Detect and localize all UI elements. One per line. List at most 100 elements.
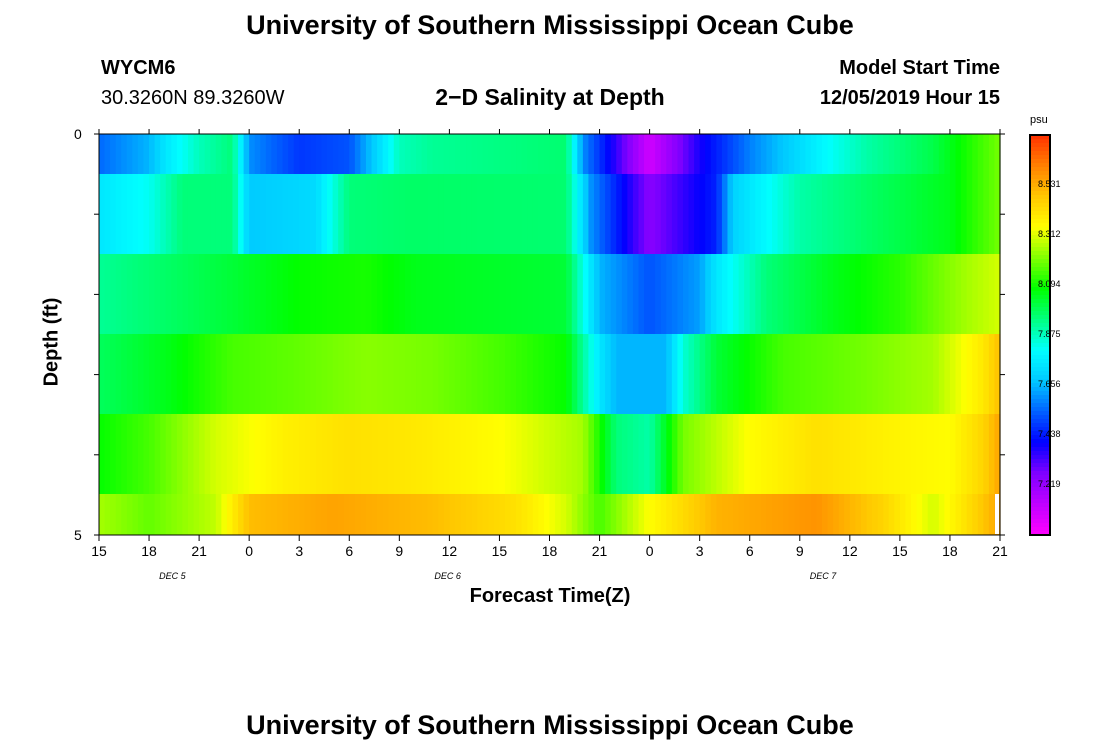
heatmap-cell bbox=[788, 414, 795, 494]
heatmap-cell bbox=[833, 414, 840, 494]
heatmap-cell bbox=[210, 134, 217, 174]
colorbar-segment bbox=[1030, 135, 1050, 140]
heatmap-cell bbox=[171, 414, 178, 494]
heatmap-cell bbox=[705, 334, 712, 414]
heatmap-cell bbox=[560, 494, 567, 535]
heatmap-cell bbox=[894, 334, 901, 414]
colorbar-segment bbox=[1030, 263, 1050, 268]
heatmap-cell bbox=[304, 494, 311, 535]
colorbar-segment bbox=[1030, 479, 1050, 484]
heatmap-cell bbox=[349, 174, 356, 254]
heatmap-cell bbox=[916, 414, 923, 494]
heatmap-cell bbox=[810, 174, 818, 254]
heatmap-cell bbox=[521, 254, 528, 334]
heatmap-cell bbox=[571, 174, 578, 254]
heatmap-cell bbox=[310, 414, 317, 494]
heatmap-cell bbox=[354, 134, 361, 174]
heatmap-cell bbox=[610, 334, 617, 414]
heatmap-cell bbox=[755, 494, 762, 535]
colorbar-segment bbox=[1030, 531, 1050, 536]
colorbar-segment bbox=[1030, 147, 1050, 152]
heatmap-cell bbox=[844, 174, 851, 254]
heatmap-cell bbox=[744, 254, 751, 334]
heatmap-cell bbox=[137, 134, 145, 174]
model-start-label: Model Start Time bbox=[839, 57, 1000, 79]
heatmap-cell bbox=[744, 334, 751, 414]
heatmap-cell bbox=[271, 134, 278, 174]
colorbar-segment bbox=[1030, 183, 1050, 188]
heatmap-cell bbox=[655, 414, 662, 494]
heatmap-cell bbox=[115, 494, 122, 535]
heatmap-cell bbox=[549, 134, 556, 174]
heatmap-cell bbox=[238, 494, 245, 535]
heatmap-cell bbox=[727, 494, 734, 535]
heatmap-cell bbox=[994, 414, 1001, 494]
heatmap-cell bbox=[193, 334, 200, 414]
heatmap-cell bbox=[688, 334, 695, 414]
heatmap-cell bbox=[416, 414, 423, 494]
heatmap-cell bbox=[549, 254, 556, 334]
heatmap-cell bbox=[638, 134, 645, 174]
heatmap-cell bbox=[838, 254, 845, 334]
heatmap-cell bbox=[694, 414, 701, 494]
heatmap-cell bbox=[933, 254, 940, 334]
heatmap-cell bbox=[621, 134, 628, 174]
heatmap-cell bbox=[199, 254, 206, 334]
heatmap-cell bbox=[410, 334, 417, 414]
heatmap-cell bbox=[922, 254, 929, 334]
heatmap-cell bbox=[321, 334, 328, 414]
colorbar-segment bbox=[1030, 271, 1050, 276]
heatmap-cell bbox=[110, 494, 117, 535]
colorbar-segment bbox=[1030, 143, 1050, 148]
heatmap-cell bbox=[427, 174, 434, 254]
heatmap-cell bbox=[276, 334, 284, 414]
heatmap-cell bbox=[238, 134, 245, 174]
heatmap-cell bbox=[766, 174, 773, 254]
heatmap-cell bbox=[649, 134, 656, 174]
heatmap-cell bbox=[588, 334, 595, 414]
heatmap-cell bbox=[443, 414, 450, 494]
heatmap-cell bbox=[137, 174, 145, 254]
heatmap-cell bbox=[749, 134, 756, 174]
heatmap-cell bbox=[705, 494, 712, 535]
heatmap-cell bbox=[538, 254, 545, 334]
heatmap-cell bbox=[927, 254, 934, 334]
heatmap-cell bbox=[365, 174, 373, 254]
heatmap-cell bbox=[132, 254, 139, 334]
colorbar-unit: psu bbox=[1030, 114, 1048, 126]
heatmap-cell bbox=[310, 254, 317, 334]
heatmap-cell bbox=[226, 414, 234, 494]
heatmap-cell bbox=[605, 134, 612, 174]
heatmap-cell bbox=[99, 334, 106, 414]
heatmap-cell bbox=[816, 174, 823, 254]
heatmap-cell bbox=[816, 254, 823, 334]
heatmap-cell bbox=[315, 254, 323, 334]
heatmap-cell bbox=[276, 254, 284, 334]
heatmap-cell bbox=[265, 414, 273, 494]
heatmap-cell bbox=[121, 334, 128, 414]
heatmap-cell bbox=[849, 134, 856, 174]
heatmap-cell bbox=[682, 414, 690, 494]
heatmap-cell bbox=[621, 494, 628, 535]
heatmap-cell bbox=[788, 174, 795, 254]
heatmap-cell bbox=[449, 334, 456, 414]
heatmap-cell bbox=[104, 254, 111, 334]
heatmap-cell bbox=[204, 174, 211, 254]
heatmap-cell bbox=[182, 254, 189, 334]
heatmap-cell bbox=[877, 494, 884, 535]
heatmap-cell bbox=[866, 254, 873, 334]
heatmap-cell bbox=[482, 134, 489, 174]
heatmap-cell bbox=[471, 334, 478, 414]
heatmap-cell bbox=[816, 414, 823, 494]
colorbar-segment bbox=[1030, 267, 1050, 272]
heatmap-cell bbox=[977, 414, 984, 494]
heatmap-cell bbox=[638, 254, 645, 334]
heatmap-cell bbox=[710, 414, 717, 494]
heatmap-cell bbox=[176, 134, 184, 174]
heatmap-cell bbox=[972, 134, 979, 174]
heatmap-cell bbox=[555, 134, 562, 174]
heatmap-cell bbox=[393, 134, 400, 174]
heatmap-cell bbox=[588, 134, 595, 174]
heatmap-cell bbox=[760, 494, 768, 535]
heatmap-cell bbox=[788, 134, 795, 174]
